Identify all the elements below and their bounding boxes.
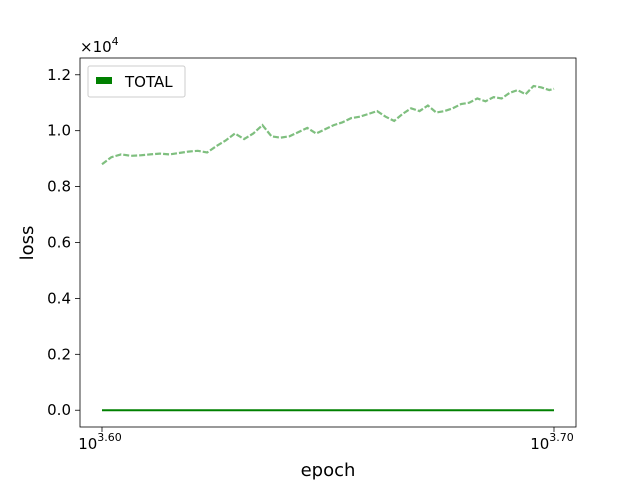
y-tick-label: 0.6 [47, 234, 71, 252]
legend-swatch [96, 77, 112, 84]
y-tick-label: 0.2 [47, 345, 71, 363]
x-tick-label: 103.60 [78, 431, 122, 453]
x-axis-label: epoch [301, 460, 356, 480]
legend-label: TOTAL [124, 73, 173, 91]
y-axis-label: loss [17, 226, 38, 261]
plot-area [101, 84, 555, 412]
y-offset-label: ×104 [80, 35, 119, 56]
x-tick-label: 103.70 [530, 431, 574, 453]
y-tick-label: 1.0 [47, 122, 71, 140]
legend-box [87, 65, 186, 98]
y-axis: 0.0 0.2 0.4 0.6 0.8 1.0 1.2 [47, 66, 80, 419]
series-line-dashed-1 [101, 84, 555, 166]
y-tick-label: 0.0 [47, 401, 71, 419]
y-tick-label: 0.4 [47, 289, 71, 307]
y-tick-label: 0.8 [47, 178, 71, 196]
x-axis: 103.60 103.70 [78, 427, 574, 453]
y-tick-label: 1.2 [47, 66, 71, 84]
legend: TOTAL [87, 65, 186, 98]
